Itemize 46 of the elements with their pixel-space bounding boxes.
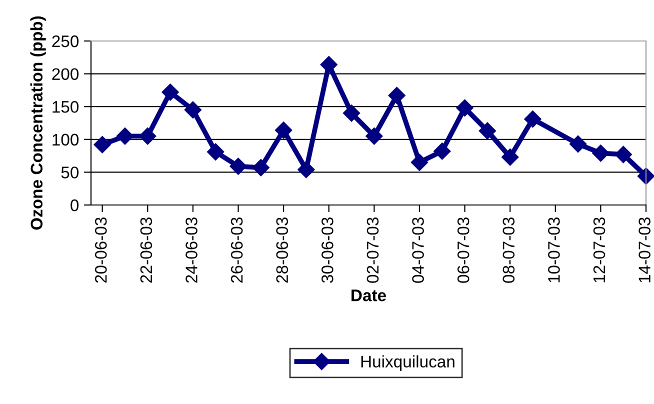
x-tick-label: 06-07-03 (457, 218, 470, 283)
x-tick-label: 08-07-03 (502, 218, 515, 283)
point (162, 84, 179, 101)
point (410, 154, 428, 171)
y-tick-label: 250 (52, 35, 79, 48)
point (184, 101, 202, 118)
point (434, 142, 451, 160)
y-tick-label: 0 (70, 199, 79, 212)
x-tick-label: 30-06-03 (322, 218, 334, 283)
point (637, 168, 654, 185)
point (478, 122, 496, 140)
point (116, 128, 134, 145)
x-tick-label: 26-06-03 (230, 218, 243, 283)
point (502, 148, 519, 166)
y-tick-label: 100 (52, 134, 79, 146)
point (524, 110, 542, 128)
point (139, 128, 156, 145)
point (252, 159, 270, 176)
point (388, 86, 406, 104)
x-tick-label: 04-07-03 (412, 218, 424, 283)
x-tick-label: 22-06-03 (140, 218, 152, 283)
point (207, 143, 224, 160)
x-tick-label: 14-07-03 (638, 218, 650, 282)
x-tick-label: 28-06-03 (276, 218, 288, 283)
point (275, 122, 292, 139)
x-tick-label: 24-06-03 (186, 218, 198, 283)
point (614, 146, 632, 164)
x-tick-label: 02-07-03 (366, 218, 379, 283)
point (569, 135, 587, 153)
y-axis-title: Ozone Concentration (ppb) (30, 16, 46, 230)
y-tick-label: 150 (52, 101, 79, 113)
point (94, 136, 111, 154)
x-tick-label: 12-07-03 (593, 218, 606, 282)
point (592, 144, 610, 162)
legend-label: Huixquilucan (361, 355, 454, 371)
point (366, 128, 383, 145)
x-tick-label: 10-07-03 (548, 218, 560, 282)
point (298, 161, 315, 178)
x-axis-title: Date (352, 290, 386, 302)
point (342, 104, 360, 122)
point (456, 99, 474, 116)
point (230, 158, 247, 175)
x-tick-label: 20-06-03 (95, 218, 107, 283)
point (320, 56, 338, 74)
y-tick-label: 50 (61, 166, 79, 178)
y-tick-label: 200 (52, 68, 79, 80)
